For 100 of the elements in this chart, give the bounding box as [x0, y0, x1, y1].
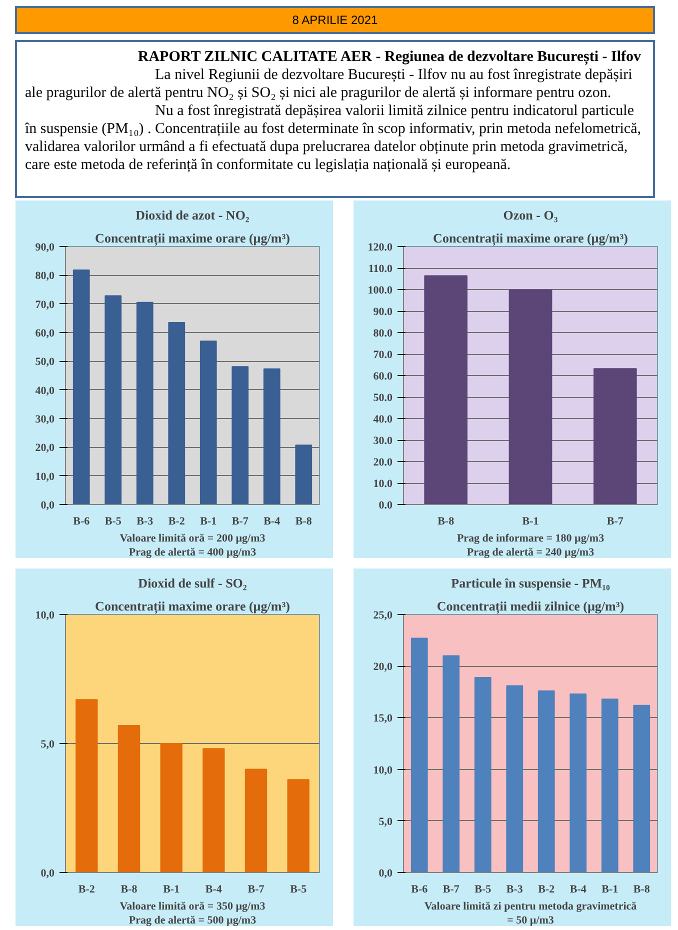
- text: Valoare limită zi pentru metoda gravimetrică: [424, 900, 638, 912]
- y-tick-label: 100.0: [368, 284, 393, 296]
- y-tick-label: 25,0: [373, 610, 393, 622]
- x-tick-label: B-7: [248, 884, 265, 896]
- bar: [508, 289, 552, 504]
- text: 8 APRILIE 2021: [15, 6, 655, 34]
- x-tick-label: B-5: [290, 884, 308, 896]
- bar: [118, 724, 140, 872]
- chart-title: Particule în suspensie - PM₁₀: [451, 576, 610, 590]
- x-tick-label: B-4: [264, 516, 281, 528]
- text: Nu a fost înregistrată depășirea valorii limită zilnice pentru indicatorul particule în suspensie (PM₁₀) . Concentrațiile au fost determinate în scop informativ, prin metoda nefelometrică, validarea valorilor urmând a fi efectuată dupa prelucrarea datelor obținute prin metoda gravimetrică, care este metoda de referință în conformitate cu legislația națională și europeană.: [25, 102, 642, 174]
- y-tick-label: 10,0: [35, 470, 55, 483]
- bar: [200, 340, 217, 504]
- y-tick-label: 15,0: [373, 712, 393, 725]
- x-tick-label: B-7: [606, 516, 624, 528]
- y-tick-label: 60,0: [35, 328, 55, 340]
- x-tick-label: B-1: [200, 516, 217, 528]
- x-tick-label: B-8: [120, 884, 138, 896]
- y-tick-label: 0,0: [40, 868, 55, 880]
- chart-subtitle: Concentrații maxime orare (µg/m³): [433, 230, 628, 246]
- y-tick-label: 5,0: [40, 738, 55, 750]
- y-tick-label: 50,0: [35, 356, 55, 368]
- y-tick-label: 70.0: [373, 349, 393, 361]
- bar: [594, 368, 637, 504]
- chart-subtitle: Concentrații medii zilnice (µg/m³): [436, 598, 624, 614]
- bar: [295, 444, 312, 504]
- y-tick-label: 0,0: [378, 868, 393, 880]
- x-tick-label: B-1: [163, 884, 180, 896]
- y-tick-label: 10.0: [373, 478, 393, 490]
- y-tick-label: 0.0: [378, 500, 393, 512]
- bar: [232, 366, 249, 504]
- y-tick-label: 30,0: [35, 414, 55, 426]
- chart-title: Dioxid de azot - NO₂: [136, 208, 250, 222]
- x-tick-label: B-7: [232, 516, 249, 528]
- bar: [76, 699, 98, 872]
- y-tick-label: 20,0: [35, 442, 55, 454]
- y-tick-label: 5,0: [378, 816, 393, 828]
- text: Prag de alertă = 240 µg/m3: [466, 546, 595, 558]
- x-tick-label: B-4: [205, 884, 222, 896]
- x-tick-label: B-6: [73, 516, 90, 528]
- y-tick-label: 80,0: [35, 270, 55, 282]
- bar: [410, 638, 428, 872]
- y-tick-label: 20,0: [373, 661, 393, 674]
- x-tick-label: B-8: [438, 516, 455, 528]
- x-tick-label: B-2: [538, 884, 556, 896]
- bar: [506, 685, 524, 872]
- bar: [168, 322, 186, 504]
- y-tick-label: 40.0: [373, 414, 393, 426]
- bar: [570, 693, 587, 872]
- text: = 50 µ/m3: [507, 914, 554, 926]
- chart-subtitle: Concentrații maxime orare (µg/m³): [95, 230, 290, 246]
- text: Prag de informare = 180 µg/m3: [456, 532, 605, 544]
- y-tick-label: 40,0: [35, 384, 55, 397]
- x-tick-label: B-5: [474, 884, 492, 896]
- y-tick-label: 70,0: [35, 298, 55, 311]
- bar: [160, 743, 182, 872]
- x-tick-label: B-2: [78, 884, 96, 896]
- x-tick-label: B-1: [602, 884, 618, 896]
- y-tick-label: 90.0: [373, 306, 393, 318]
- y-tick-label: 50.0: [373, 392, 393, 404]
- bar: [72, 270, 90, 504]
- x-tick-label: B-8: [633, 884, 650, 896]
- y-tick-label: 110.0: [368, 263, 393, 275]
- y-tick-label: 30.0: [373, 435, 393, 447]
- bar: [287, 779, 310, 872]
- x-tick-label: B-7: [442, 884, 460, 896]
- chart-subtitle: Concentrații maxime orare (µg/m³): [95, 598, 290, 614]
- bar: [424, 275, 468, 504]
- y-tick-label: 10,0: [35, 610, 55, 622]
- bar: [136, 302, 154, 504]
- text: La nivel Regiunii de dezvoltare București - Ilfov nu au fost înregistrate depășiri ale pragurilor de alertă pentru NO₂ și SO₂ și nici ale pragurilor de alertă și informare pentru ozon.: [25, 66, 634, 102]
- text: Prag de alertă = 500 µg/m3: [128, 914, 257, 926]
- bar: [442, 655, 460, 872]
- bar: [244, 768, 268, 872]
- text: RAPORT ZILNIC CALITATE AER - Regiunea de dezvoltare București - Ilfov: [136, 48, 642, 66]
- x-tick-label: B-8: [295, 516, 312, 528]
- y-tick-label: 120.0: [368, 242, 393, 254]
- y-tick-label: 0,0: [40, 500, 55, 512]
- bar: [263, 368, 280, 504]
- x-tick-label: B-2: [168, 516, 186, 528]
- y-tick-label: 80.0: [373, 328, 393, 340]
- x-tick-label: B-5: [104, 516, 122, 528]
- y-tick-label: 10,0: [373, 764, 393, 776]
- bar: [202, 748, 225, 872]
- bar: [474, 676, 492, 872]
- y-tick-label: 90,0: [35, 242, 55, 254]
- y-tick-label: 20.0: [373, 456, 393, 468]
- chart-title: Dioxid de sulf - SO₂: [138, 576, 247, 590]
- text: Prag de alertă = 400 µg/m3: [128, 546, 257, 558]
- bar: [601, 698, 618, 872]
- x-tick-label: B-3: [506, 884, 524, 896]
- text: Valoare limită oră = 350 µg/m3: [120, 900, 266, 912]
- chart-title: Ozon - O₃: [503, 208, 558, 222]
- bar: [104, 295, 122, 504]
- bar: [538, 690, 555, 872]
- y-tick-label: 60.0: [373, 370, 393, 382]
- x-tick-label: B-6: [411, 884, 428, 896]
- text: Valoare limită oră = 200 µg/m3: [120, 532, 266, 544]
- x-tick-label: B-4: [570, 884, 587, 896]
- x-tick-label: B-1: [522, 516, 539, 528]
